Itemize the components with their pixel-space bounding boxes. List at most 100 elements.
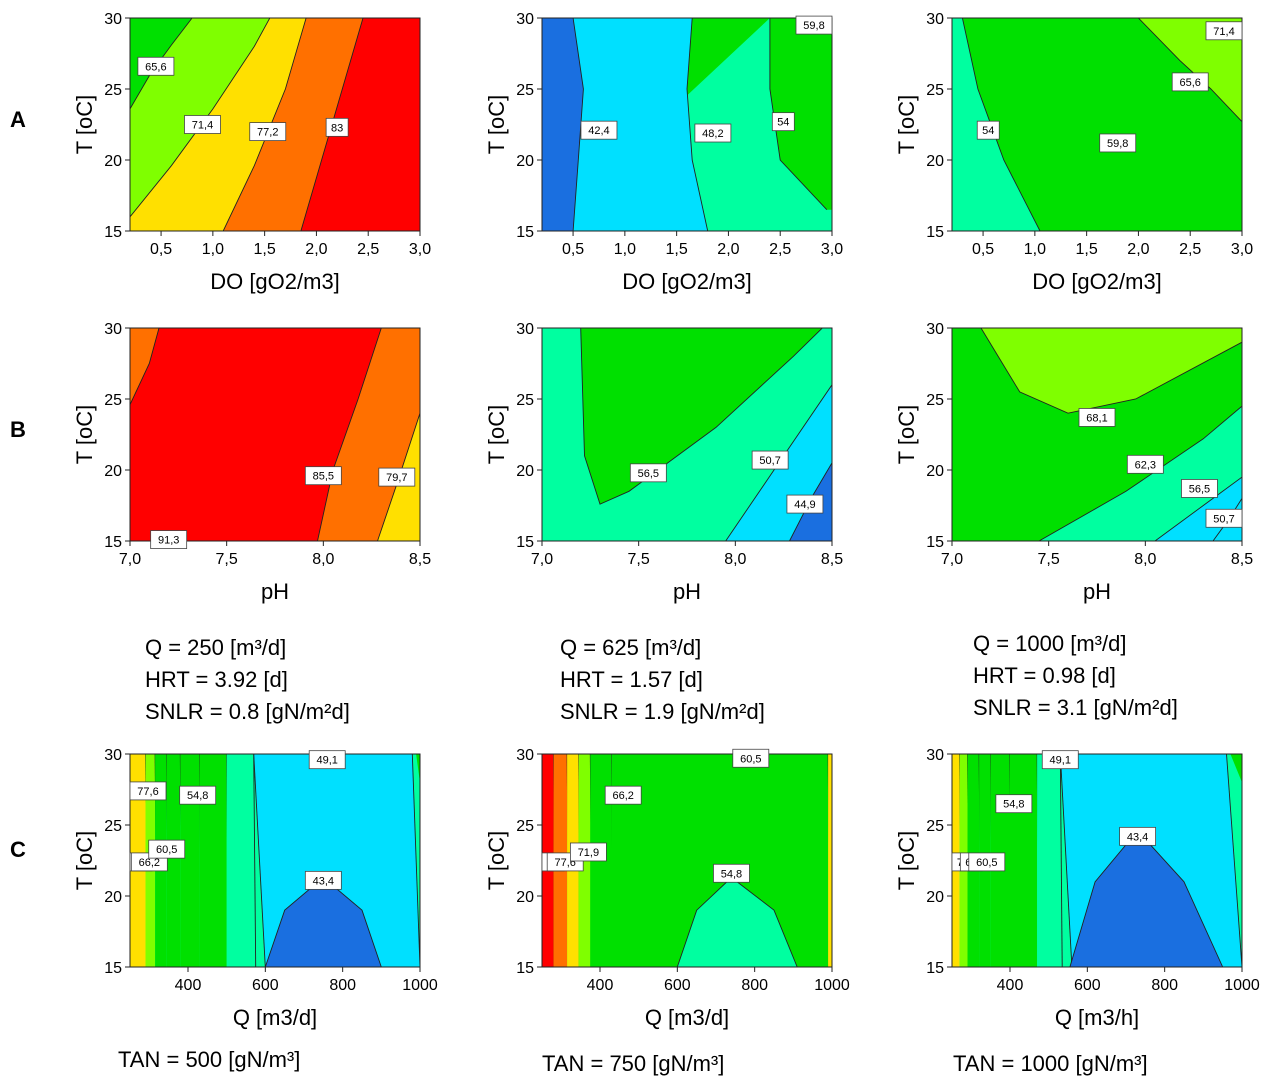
y-tick-label: 20 — [516, 463, 534, 480]
row-label-a: A — [10, 107, 26, 132]
contour-label: 91,3 — [150, 530, 188, 549]
x-tick-label: 8,5 — [1231, 551, 1253, 568]
contour-label-text: 50,7 — [759, 455, 780, 467]
contour-label: 54 — [976, 120, 1000, 140]
y-tick-label: 15 — [104, 960, 122, 977]
x-tick-label: 7,5 — [216, 551, 238, 568]
contour-label-text: 65,6 — [1180, 77, 1201, 89]
contour-label: 54,8 — [713, 863, 750, 883]
x-tick-label: 400 — [175, 977, 202, 994]
contour-panel-a-2: 0,5 1,0 1,5 2,0 2,5 3,0 15 20 25 30 DO [gO2/m3] T [… — [484, 11, 843, 294]
contour-panel-b-1: 7,0 7,5 8,0 8,5 15 20 25 30 pH T [oC] 91,3 85,5 79,7 — [72, 321, 431, 604]
x-tick-label: 7,0 — [119, 551, 141, 568]
x-tick-label: 7,5 — [628, 551, 650, 568]
x-tick-label: 3,0 — [409, 241, 431, 258]
contour-line — [253, 754, 266, 967]
level-band — [580, 328, 823, 505]
plot-frame — [541, 327, 833, 542]
contour-label: 77,2 — [249, 122, 287, 141]
plot-frame — [951, 327, 1243, 542]
contour-label: 42,4 — [580, 120, 618, 140]
contour-label: 60,5 — [968, 852, 1006, 872]
contour-label: 44,9 — [786, 494, 824, 514]
contour-label: 49,1 — [308, 750, 346, 770]
note-line-hrt: HRT = 1.57 [d] — [560, 667, 703, 692]
contour-line — [1038, 405, 1242, 541]
y-tick-label: 25 — [926, 82, 944, 99]
contour-label-text: 71,4 — [1213, 26, 1234, 38]
x-tick-label: 8,5 — [409, 551, 431, 568]
y-tick-label: 25 — [104, 392, 122, 409]
x-tick-label: 400 — [997, 977, 1024, 994]
contour-label-text: 54 — [982, 125, 994, 137]
contour-label-text: 71,4 — [192, 120, 213, 132]
contour-label: 71,4 — [1205, 21, 1243, 41]
note-line-hrt: HRT = 0.98 [d] — [973, 663, 1116, 688]
y-tick-label: 15 — [926, 960, 944, 977]
contour-label: 54,8 — [179, 785, 217, 805]
x-tick-label: 0,5 — [972, 241, 994, 258]
y-axis-label: T [oC] — [894, 405, 919, 465]
y-tick-label: 30 — [926, 321, 944, 338]
level-band — [265, 877, 382, 967]
contour-line — [411, 754, 420, 967]
level-band — [166, 754, 181, 967]
contour-label-text: 79,7 — [386, 472, 407, 484]
contour-line — [725, 384, 832, 541]
contour-label: 77,6 — [129, 781, 167, 801]
y-tick-label: 25 — [516, 392, 534, 409]
contour-label-text: 62,3 — [1135, 459, 1156, 471]
y-axis-label: T [oC] — [72, 405, 97, 465]
x-tick-label: 800 — [741, 977, 768, 994]
x-tick-label: 600 — [252, 977, 279, 994]
contour-label-text: 56,5 — [638, 468, 659, 480]
y-tick-label: 25 — [926, 392, 944, 409]
contour-line — [1059, 754, 1063, 967]
y-tick-label: 15 — [104, 534, 122, 551]
row-label-b: B — [10, 417, 26, 442]
contour-label: 83 — [325, 117, 349, 137]
x-tick-label: 1,5 — [254, 241, 276, 258]
contour-line — [1154, 476, 1242, 541]
contour-label-text: 48,2 — [702, 128, 723, 140]
contour-label-text: 71,9 — [578, 847, 599, 859]
contour-label: 54,8 — [995, 794, 1033, 814]
y-tick-label: 20 — [926, 153, 944, 170]
y-tick-label: 25 — [104, 82, 122, 99]
level-band — [1010, 754, 1038, 967]
contour-label-text: 44,9 — [794, 499, 815, 511]
contour-label-text: 54,8 — [721, 868, 742, 880]
contour-label: 66,2 — [604, 785, 642, 805]
y-tick-label: 15 — [926, 224, 944, 241]
plot-frame — [129, 327, 421, 542]
x-tick-label: 1,5 — [666, 241, 688, 258]
x-tick-label: 600 — [664, 977, 691, 994]
x-axis-label: Q [m3/d] — [233, 1005, 317, 1030]
note-line-q: Q = 1000 [m³/d] — [973, 631, 1127, 656]
contour-line — [1226, 754, 1242, 967]
contour-line — [1059, 754, 1073, 967]
x-tick-label: 2,0 — [1127, 241, 1149, 258]
contour-panel-a-1: 0,5 1,0 1,5 2,0 2,5 3,0 15 20 25 30 DO [gO2/m3] T [… — [72, 11, 431, 294]
level-band — [1069, 830, 1223, 967]
x-tick-label: 2,0 — [717, 241, 739, 258]
row-label-c: C — [10, 837, 26, 862]
x-axis-label: Q [m3/h] — [1055, 1005, 1139, 1030]
contour-label-text: 60,5 — [976, 857, 997, 869]
contour-label: 65,6 — [137, 56, 175, 76]
x-tick-label: 0,5 — [150, 241, 172, 258]
contour-label-text: 83 — [331, 122, 343, 134]
contour-label-text: 65,6 — [145, 61, 166, 73]
y-axis-label: T [oC] — [72, 831, 97, 891]
y-tick-label: 30 — [516, 747, 534, 764]
x-tick-label: 3,0 — [1231, 241, 1253, 258]
contour-label: 71,4 — [184, 115, 221, 134]
y-tick-label: 15 — [926, 534, 944, 551]
x-tick-label: 800 — [329, 977, 356, 994]
y-tick-label: 20 — [516, 889, 534, 906]
level-band — [542, 18, 708, 231]
contour-label: 50,7 — [1205, 508, 1243, 528]
